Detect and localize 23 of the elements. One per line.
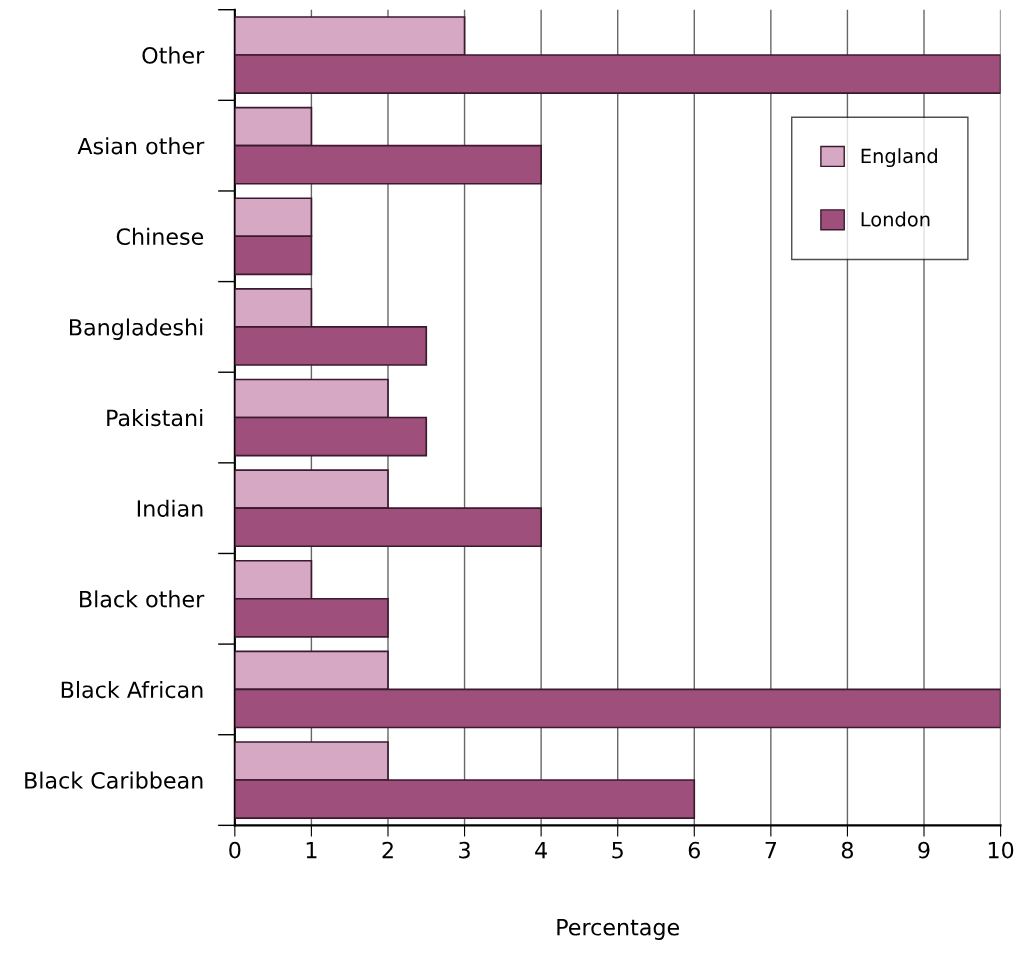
legend-label: England	[861, 148, 937, 168]
x-tick-label: 0	[229, 841, 241, 859]
y-tick-label: Black Caribbean	[25, 771, 203, 789]
x-tick-label: 3	[459, 841, 470, 859]
legend-label: London	[861, 211, 930, 227]
x-tick-label: 9	[918, 841, 930, 859]
x-tick-label: 10	[988, 841, 1014, 859]
y-tick-label: Indian	[137, 499, 203, 517]
y-tick-label: Asian other	[77, 137, 205, 155]
x-tick-label: 8	[841, 841, 853, 859]
y-tick-label: Black African	[61, 680, 203, 699]
x-tick-label: 7	[765, 842, 777, 859]
x-tick-label: 4	[535, 842, 547, 859]
x-tick-label: 1	[306, 842, 317, 859]
x-tick-label: 5	[612, 842, 623, 859]
x-tick-label: 6	[688, 841, 700, 859]
y-tick-label: Chinese	[116, 227, 204, 246]
x-axis-title: Percentage	[557, 919, 680, 940]
y-tick-label: Bangladeshi	[69, 318, 203, 340]
y-tick-label: Black other	[80, 590, 205, 608]
x-tick-label: 2	[382, 841, 393, 859]
y-tick-label: Pakistani	[107, 409, 203, 427]
y-tick-label: Other	[142, 46, 205, 64]
